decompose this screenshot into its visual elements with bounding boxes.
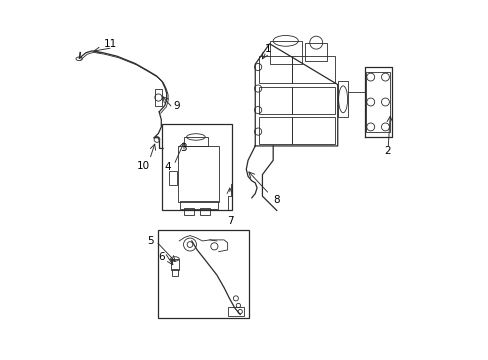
- Text: 11: 11: [103, 39, 117, 49]
- Bar: [180, 201, 217, 209]
- Text: 4: 4: [164, 162, 170, 172]
- Bar: [258, 87, 291, 114]
- Bar: [162, 125, 231, 211]
- Bar: [172, 269, 178, 276]
- Text: 8: 8: [273, 195, 280, 205]
- Bar: [199, 208, 210, 215]
- Bar: [183, 137, 208, 146]
- Bar: [178, 146, 219, 202]
- Bar: [183, 208, 194, 215]
- Text: 7: 7: [226, 216, 233, 226]
- Bar: [158, 230, 249, 318]
- Bar: [305, 42, 326, 60]
- Bar: [366, 72, 389, 132]
- Text: 10: 10: [137, 161, 150, 171]
- Bar: [258, 56, 291, 83]
- Text: 2: 2: [384, 146, 390, 156]
- Bar: [169, 171, 177, 185]
- Text: 3: 3: [180, 143, 186, 153]
- Text: 5: 5: [147, 236, 154, 246]
- Text: 9: 9: [173, 102, 179, 112]
- Text: 6: 6: [158, 252, 164, 262]
- Bar: [155, 89, 162, 107]
- Bar: [258, 117, 291, 144]
- Text: 1: 1: [264, 44, 270, 54]
- Bar: [170, 259, 179, 270]
- Bar: [337, 81, 348, 117]
- Bar: [292, 87, 335, 114]
- Bar: [292, 117, 335, 144]
- Bar: [269, 41, 301, 64]
- Bar: [227, 307, 244, 316]
- Bar: [292, 56, 335, 83]
